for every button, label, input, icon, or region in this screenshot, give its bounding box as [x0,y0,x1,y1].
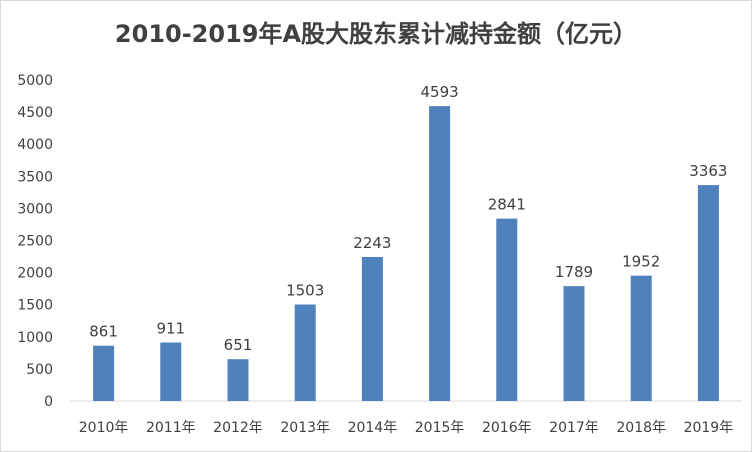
bars [93,106,719,402]
data-label: 2243 [353,234,391,252]
bar [227,359,249,401]
bar [160,342,182,401]
data-label: 1952 [622,253,660,271]
x-tick-label: 2012年 [213,420,263,436]
bar [630,275,652,401]
y-tick-label: 2500 [17,234,53,250]
bar [563,286,585,401]
y-tick-label: 4000 [17,137,53,153]
y-tick-label: 4500 [17,105,53,121]
x-tick-label: 2016年 [482,420,532,436]
y-tick-label: 5000 [17,73,53,89]
x-tick-label: 2019年 [684,420,734,436]
y-tick-label: 1500 [17,298,53,314]
bar [93,345,115,401]
data-label: 1503 [286,282,324,300]
x-tick-label: 2017年 [549,420,599,436]
y-tick-label: 0 [44,394,53,410]
data-label: 911 [156,320,185,338]
data-labels: 861 911 651 1503 2243 4593 2841 1789 1952 3363 [89,83,727,354]
x-tick-label: 2013年 [280,420,330,436]
y-tick-label: 2000 [17,266,53,282]
x-tick-label: 2011年 [146,420,196,436]
data-label: 861 [89,323,118,341]
bar [697,185,719,401]
x-axis-tick-labels: 2010年 2011年 2012年 2013年 2014年 2015年 2016年 2017年… [79,420,733,436]
x-tick-label: 2015年 [415,420,465,436]
bar [496,218,518,401]
bar [361,256,383,401]
x-tick-label: 2014年 [348,420,398,436]
y-axis-tick-labels: 0 500 1000 1500 2000 2500 3000 3500 4000 4500 5000 [17,73,53,410]
data-label: 4593 [421,83,459,101]
data-label: 2841 [488,196,526,214]
data-label: 651 [224,336,253,354]
y-tick-label: 500 [26,362,53,378]
bar [294,304,316,401]
chart-title: 2010-2019年A股大股东累计减持金额（亿元） [114,20,638,48]
data-label: 1789 [555,263,593,281]
bar [429,106,451,402]
y-tick-label: 3000 [17,201,53,217]
x-tick-label: 2010年 [79,420,129,436]
x-tick-label: 2018年 [616,420,666,436]
y-tick-label: 1000 [17,330,53,346]
data-label: 3363 [689,162,727,180]
y-tick-label: 3500 [17,169,53,185]
